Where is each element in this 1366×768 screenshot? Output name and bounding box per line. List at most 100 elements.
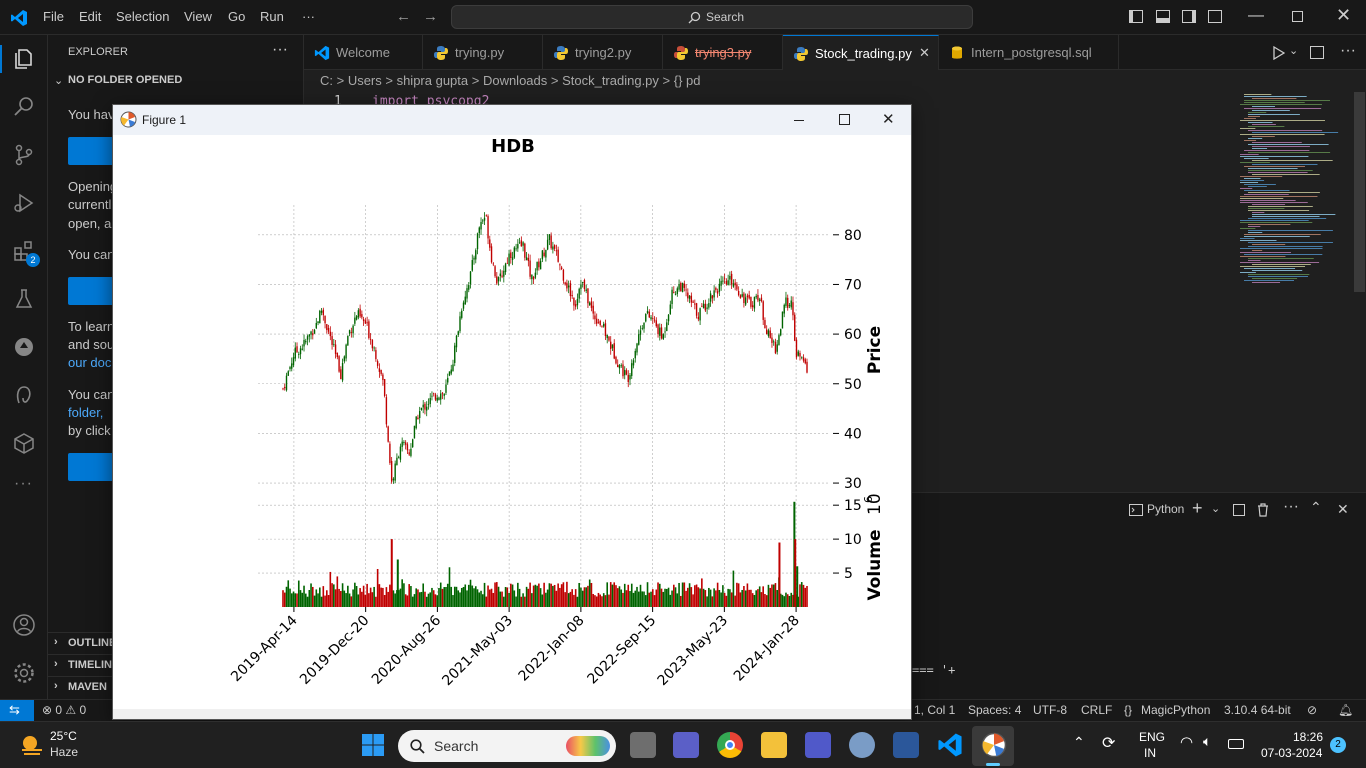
run-debug-icon[interactable] <box>12 191 36 215</box>
show-hidden-icons-chevron-icon[interactable]: ⌃ <box>1073 734 1085 750</box>
menu-go[interactable]: Go <box>228 9 246 24</box>
toggle-panel-icon[interactable] <box>1156 10 1170 23</box>
battery-icon[interactable] <box>1228 739 1244 749</box>
close-panel-icon[interactable]: ✕ <box>1337 501 1349 517</box>
word-icon[interactable] <box>893 732 919 758</box>
vscode-taskbar-icon[interactable] <box>937 732 963 758</box>
run-dropdown-chevron-icon[interactable]: ⌄ <box>1289 45 1299 57</box>
forward-arrow-icon[interactable]: → <box>423 8 438 25</box>
encoding[interactable]: UTF-8 <box>1033 703 1067 717</box>
line-ending[interactable]: CRLF <box>1081 703 1113 717</box>
notifications-bell-icon[interactable]: 🔔︎ <box>1338 703 1354 717</box>
weather-description[interactable]: Haze <box>50 745 79 759</box>
clock-time[interactable]: 18:26 <box>1293 730 1324 744</box>
close-tab-icon[interactable]: ✕ <box>919 45 930 60</box>
volume-bar <box>380 587 382 607</box>
tab-intern-postgresql-sql[interactable]: Intern_postgresql.sql <box>939 35 1119 70</box>
docs-link[interactable]: our doc <box>68 355 112 370</box>
settings-gear-icon[interactable] <box>12 661 36 685</box>
tab-welcome[interactable]: Welcome <box>304 35 423 70</box>
menu-selection[interactable]: Selection <box>116 9 170 24</box>
volume-speaker-icon[interactable]: 🔈︎ <box>1203 733 1212 749</box>
pgadmin-elephant-icon[interactable] <box>849 732 875 758</box>
command-center-search[interactable]: Search <box>451 5 973 29</box>
editor-more-icon[interactable]: ··· <box>1340 42 1356 59</box>
more-views-icon[interactable]: ··· <box>14 475 33 492</box>
chrome-icon[interactable] <box>717 732 743 758</box>
no-ports-icon[interactable]: ⊘ <box>1307 703 1318 717</box>
remote-indicator[interactable]: ⇆ <box>0 700 34 722</box>
candle-body <box>650 317 652 320</box>
back-arrow-icon[interactable]: ← <box>396 8 411 25</box>
wifi-icon[interactable]: ◠ <box>1180 734 1194 751</box>
input-language[interactable]: ENG <box>1139 730 1166 744</box>
split-terminal-icon[interactable] <box>1233 504 1245 516</box>
minimize-icon[interactable]: — <box>1248 7 1264 24</box>
run-file-icon[interactable] <box>1271 46 1285 60</box>
input-region[interactable]: IN <box>1144 746 1156 760</box>
matplotlib-taskbar-icon[interactable] <box>981 732 1007 758</box>
meet-video-icon[interactable] <box>673 732 699 758</box>
no-folder-section[interactable]: NO FOLDER OPENED <box>68 74 183 86</box>
split-editor-icon[interactable] <box>1310 46 1324 59</box>
figure-maximize-button[interactable] <box>821 105 867 135</box>
tab-trying3-py[interactable]: trying3.py <box>663 35 783 70</box>
figure-close-button[interactable]: ✕ <box>865 105 911 135</box>
figure-minimize-button[interactable] <box>776 105 822 135</box>
restore-icon[interactable] <box>1292 11 1303 22</box>
terminal-label[interactable]: Python <box>1147 502 1185 516</box>
tab-trying2-py[interactable]: trying2.py <box>543 35 663 70</box>
menu-file[interactable]: File <box>43 9 64 24</box>
indentation[interactable]: Spaces: 4 <box>968 703 1022 717</box>
windows-start-icon[interactable] <box>361 733 385 757</box>
cursor-position[interactable]: 1, Col 1 <box>914 703 956 717</box>
sync-icon[interactable]: ⟳ <box>1102 735 1116 752</box>
clock-date[interactable]: 07-03-2024 <box>1261 746 1323 760</box>
notification-count-badge[interactable]: 2 <box>1330 737 1346 753</box>
volume-bar <box>588 579 591 607</box>
search-sidebar-icon[interactable] <box>12 95 36 119</box>
explorer-icon[interactable] <box>12 47 36 71</box>
candle-body <box>625 370 628 375</box>
explorer-more-icon[interactable]: ··· <box>272 41 288 58</box>
volume-spike-bar <box>796 566 799 607</box>
customize-layout-icon[interactable] <box>1208 10 1222 23</box>
toggle-secondary-sidebar-icon[interactable] <box>1182 10 1196 23</box>
close-window-icon[interactable]: ✕ <box>1336 5 1352 25</box>
minimap[interactable] <box>1238 92 1352 292</box>
breadcrumb[interactable]: C: > Users > shipra gupta > Downloads > … <box>320 73 701 88</box>
weather-haze-icon[interactable] <box>18 731 46 759</box>
account-icon[interactable] <box>12 613 36 637</box>
menu-view[interactable]: View <box>184 9 212 24</box>
source-control-icon[interactable] <box>12 143 36 167</box>
panel-more-icon[interactable]: ··· <box>1283 498 1299 515</box>
file-explorer-icon[interactable] <box>761 732 787 758</box>
volume-bar <box>559 587 561 607</box>
new-terminal-plus-icon[interactable]: + <box>1192 498 1203 518</box>
tab-stock-trading-py[interactable]: Stock_trading.py ✕ <box>783 35 939 70</box>
volume-bar <box>758 586 761 607</box>
package-icon[interactable] <box>12 431 36 455</box>
postgres-icon[interactable] <box>12 383 36 407</box>
task-view-icon[interactable] <box>630 732 656 758</box>
database-icon[interactable] <box>12 335 36 359</box>
problems-indicator[interactable]: ⊗ 0 ⚠ 0 <box>42 703 87 717</box>
menu-run[interactable]: Run <box>260 9 284 24</box>
folder-link[interactable]: folder, <box>68 405 104 420</box>
menu-edit[interactable]: Edit <box>79 9 102 24</box>
weather-temperature[interactable]: 25°C <box>50 729 77 743</box>
trash-icon[interactable] <box>1257 503 1269 517</box>
taskbar-search[interactable]: Search <box>398 730 616 762</box>
stock-chart[interactable]: HDB 2019-Apr-142019-Dec-202020-Aug-26202… <box>113 135 911 709</box>
editor-scrollbar-thumb[interactable] <box>1354 92 1365 292</box>
toggle-sidebar-icon[interactable] <box>1129 10 1143 23</box>
teams-icon[interactable] <box>805 732 831 758</box>
figure-title-bar[interactable]: Figure 1 ✕ <box>113 105 911 135</box>
menu-more[interactable]: ··· <box>302 9 315 24</box>
tab-trying-py[interactable]: trying.py <box>423 35 543 70</box>
python-interpreter[interactable]: 3.10.4 64-bit <box>1224 703 1291 717</box>
testing-flask-icon[interactable] <box>12 287 36 311</box>
maximize-panel-chevron-up-icon[interactable]: ⌃ <box>1310 499 1322 515</box>
language-mode[interactable]: MagicPython <box>1141 703 1211 717</box>
terminal-dropdown-chevron-icon[interactable]: ⌄ <box>1211 503 1221 515</box>
